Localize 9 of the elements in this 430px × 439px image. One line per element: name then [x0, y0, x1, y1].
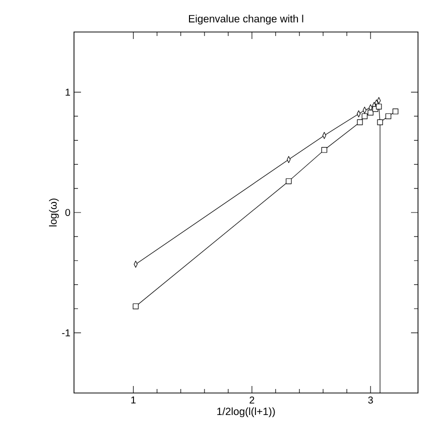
y-tick-label: 1: [66, 88, 70, 96]
x-tick-label: 3: [368, 396, 373, 404]
y-tick-label: 0: [65, 208, 70, 216]
y-axis-title: log(ω): [49, 198, 59, 226]
x-axis-title: 1/2log(l(l+1)): [217, 407, 275, 418]
x-tick-label: 2: [250, 396, 254, 404]
y-tick-label: -1: [62, 329, 70, 336]
x-tick-label: 1: [131, 396, 136, 404]
chart-title: Eigenvalue change with l: [188, 14, 304, 24]
